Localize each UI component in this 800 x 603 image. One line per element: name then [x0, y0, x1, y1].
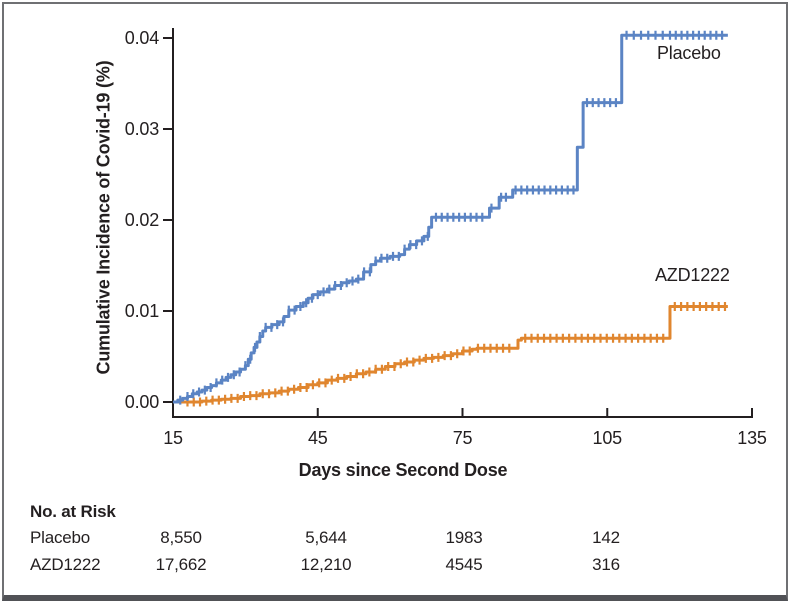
x-tick-label: 135: [737, 428, 767, 448]
azd1222-curve-label: AZD1222: [655, 265, 730, 285]
risk-value: 4545: [445, 555, 483, 574]
y-tick-label: 0.00: [125, 392, 159, 412]
risk-row-label-placebo: Placebo: [30, 528, 91, 547]
placebo-curve: [173, 33, 728, 404]
risk-value: 12,210: [300, 555, 352, 574]
risk-table-title: No. at Risk: [30, 502, 116, 521]
risk-value: 316: [592, 555, 620, 574]
survival-plot: 0.00 0.01 0.02 0.03 0.04 15 45 75 105 135: [125, 28, 767, 448]
risk-value: 8,550: [160, 528, 202, 547]
x-tick-label: 75: [453, 428, 473, 448]
risk-value: 5,644: [305, 528, 347, 547]
x-tick-label: 15: [163, 428, 183, 448]
risk-row-label-azd1222: AZD1222: [30, 555, 101, 574]
y-tick-label: 0.04: [125, 28, 159, 48]
risk-value: 1983: [445, 528, 483, 547]
placebo-censor-marks: [179, 30, 724, 405]
placebo-curve-label: Placebo: [657, 43, 721, 63]
x-tick-label: 45: [308, 428, 328, 448]
y-tick-label: 0.02: [125, 210, 159, 230]
y-tick-label: 0.01: [125, 301, 159, 321]
azd1222-censor-marks: [186, 301, 727, 407]
risk-value: 142: [592, 528, 620, 547]
y-tick-label: 0.03: [125, 119, 159, 139]
x-axis-title: Days since Second Dose: [298, 460, 508, 480]
y-axis-title: Cumulative Incidence of Covid-19 (%): [93, 60, 114, 375]
risk-value: 17,662: [155, 555, 207, 574]
x-tick-label: 105: [593, 428, 623, 448]
